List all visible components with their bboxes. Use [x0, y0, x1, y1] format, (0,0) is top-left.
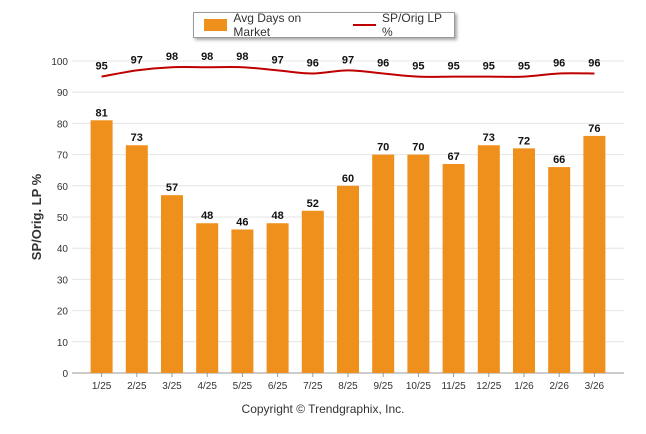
bar-label: 70	[377, 142, 389, 154]
bar-label: 66	[553, 154, 565, 166]
bar	[125, 145, 148, 373]
copyright: Copyright © Trendgraphix, Inc.	[241, 402, 405, 416]
line-label: 98	[236, 51, 248, 63]
line-label: 95	[483, 61, 495, 73]
x-tick-label: 12/25	[476, 381, 501, 392]
line-series	[101, 65, 595, 78]
bar-label: 81	[95, 107, 107, 119]
line-label: 95	[518, 61, 530, 73]
y-tick-label: 10	[57, 338, 69, 349]
bar	[301, 210, 324, 373]
bar-label: 73	[483, 132, 495, 144]
line-label: 95	[95, 61, 107, 73]
x-tick-label: 3/25	[162, 381, 182, 392]
bar-label: 73	[131, 132, 143, 144]
y-tick-label: 40	[57, 244, 69, 255]
bar	[548, 167, 571, 373]
line-label: 96	[588, 57, 600, 69]
bar	[266, 223, 289, 373]
bar	[90, 120, 113, 373]
bar-label: 67	[447, 151, 459, 163]
bar	[513, 148, 535, 373]
x-tick-label: 11/25	[441, 381, 466, 392]
x-tick-label: 2/26	[549, 381, 569, 392]
y-axis-label: SP/Orig. LP %	[29, 173, 44, 260]
x-tick-label: 6/25	[268, 381, 288, 392]
legend-item-bar[interactable]: Avg Days on Market	[204, 11, 339, 39]
x-tick-label: 5/25	[233, 381, 253, 392]
bar	[161, 195, 183, 373]
y-tick-label: 100	[51, 57, 68, 68]
bar-label: 48	[201, 210, 213, 222]
legend-swatch-bar	[204, 19, 228, 31]
y-tick-label: 60	[57, 182, 69, 193]
bar-data-labels: 81 73 57 48 46 48 52 60 70 70 67 73 72 66 76	[95, 107, 600, 228]
y-tick-label: 50	[57, 213, 69, 224]
line-label: 97	[131, 54, 143, 66]
line-label: 98	[201, 51, 213, 63]
bar-label: 76	[588, 123, 600, 135]
line-data-labels: 95 97 98 98 98 97 96 97 96 95 95 95 95 96 96	[95, 51, 600, 72]
bar	[477, 145, 500, 373]
bar-label: 72	[518, 135, 530, 147]
line-label: 95	[412, 61, 424, 73]
bar	[196, 223, 219, 373]
bar-series	[90, 120, 606, 373]
bar-label: 70	[412, 142, 424, 154]
x-tick-label: 4/25	[197, 381, 217, 392]
y-tick-label: 20	[57, 307, 69, 318]
legend: Avg Days on Market SP/Orig LP %	[193, 11, 455, 39]
legend-item-line[interactable]: SP/Orig LP %	[352, 11, 454, 39]
x-tick-label: 1/26	[514, 381, 534, 392]
bar	[337, 185, 359, 373]
x-tick-label: 8/25	[338, 381, 358, 392]
x-axis-ticks: 1/25 2/25 3/25 4/25 5/25 6/25 7/25 8/25 9/25 10/2…	[92, 373, 605, 392]
bar	[442, 163, 465, 373]
x-tick-label: 10/25	[406, 381, 431, 392]
line-label: 97	[342, 54, 354, 66]
x-tick-label: 2/25	[127, 381, 147, 392]
line-label: 95	[447, 61, 459, 73]
y-axis-ticks: 0 10 20 30 40 50 60 70 80 90 100	[51, 57, 68, 380]
line-label: 97	[271, 54, 283, 66]
bar	[583, 135, 606, 373]
y-tick-label: 90	[57, 88, 69, 99]
bar	[372, 154, 395, 373]
x-tick-label: 3/26	[585, 381, 605, 392]
legend-bar-label: Avg Days on Market	[233, 11, 302, 39]
x-tick-label: 1/25	[92, 381, 112, 392]
bar	[231, 229, 254, 373]
line-label: 96	[377, 57, 389, 69]
x-tick-label: 7/25	[303, 381, 323, 392]
y-tick-label: 70	[57, 151, 69, 162]
bar-label: 48	[271, 210, 283, 222]
line-label: 96	[553, 57, 565, 69]
legend-swatch-line	[352, 24, 377, 26]
line-label: 98	[166, 51, 178, 63]
bar	[407, 154, 430, 373]
line-label: 96	[307, 57, 319, 69]
x-tick-label: 9/25	[373, 381, 393, 392]
bar-label: 60	[342, 173, 354, 185]
legend-line-label: SP/Orig LP %	[382, 11, 442, 39]
y-tick-label: 30	[57, 275, 69, 286]
bar-label: 46	[236, 216, 248, 228]
y-tick-label: 80	[57, 119, 69, 130]
bar-label: 57	[166, 182, 178, 194]
y-tick-label: 0	[62, 369, 68, 380]
bar-label: 52	[307, 198, 319, 210]
